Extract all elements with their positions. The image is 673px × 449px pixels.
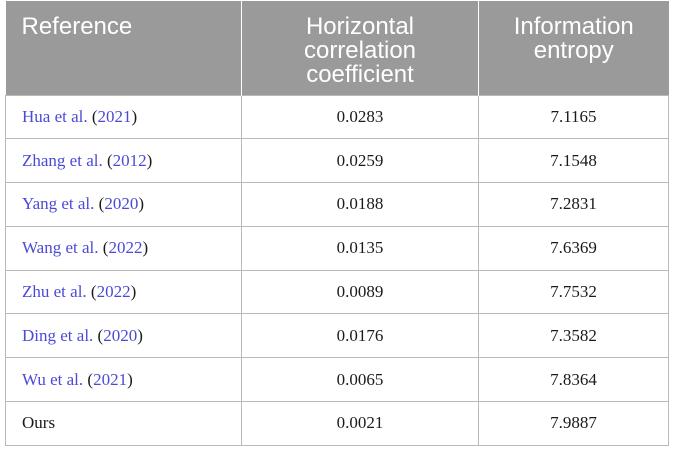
correlation-cell: 0.0283 [241, 94, 479, 140]
table-row: Wu et al. (2021) 0.0065 7.8364 [5, 357, 669, 403]
reference-author-link[interactable]: Zhang et al. [22, 150, 103, 170]
reference-year-link[interactable]: 2020 [103, 325, 138, 345]
table-row: Zhu et al. (2022) 0.0089 7.7532 [5, 269, 669, 315]
reference-author-link[interactable]: Ding et al. [22, 325, 94, 345]
correlation-cell: 0.0188 [241, 182, 479, 227]
reference-author-link[interactable]: Yang et al. [22, 194, 95, 214]
reference-year-link[interactable]: 2022 [108, 238, 143, 258]
correlation-cell: 0.0135 [241, 225, 479, 271]
table-row: Hua et al. (2021) 0.0283 7.1165 [5, 94, 669, 140]
reference-cell: Hua et al. (2021) [5, 94, 242, 140]
entropy-cell: 7.8364 [478, 357, 669, 403]
reference-cell-ours: Ours [5, 401, 242, 446]
reference-year-link[interactable]: 2022 [96, 282, 131, 302]
reference-author-link[interactable]: Wu et al. [22, 369, 84, 389]
header-information-entropy: Information entropy [478, 1, 669, 95]
entropy-cell: 7.7532 [478, 269, 669, 315]
entropy-cell: 7.2831 [478, 182, 669, 227]
entropy-cell: 7.3582 [478, 313, 669, 359]
correlation-cell: 0.0259 [241, 138, 479, 184]
correlation-cell: 0.0065 [241, 357, 479, 403]
table-row: Yang et al. (2020) 0.0188 7.2831 [5, 182, 669, 227]
reference-year-link[interactable]: 2012 [112, 150, 147, 170]
header-row: Reference Horizontal correlation coeffic… [5, 1, 669, 95]
reference-cell: Zhu et al. (2022) [5, 269, 242, 315]
correlation-cell: 0.0176 [241, 313, 479, 359]
reference-cell: Wu et al. (2021) [5, 357, 242, 403]
table-row: Wang et al. (2022) 0.0135 7.6369 [5, 225, 669, 271]
header-reference: Reference [5, 1, 242, 95]
reference-year-link[interactable]: 2021 [93, 369, 128, 389]
table-row: Ding et al. (2020) 0.0176 7.3582 [5, 313, 669, 359]
entropy-cell: 7.1165 [478, 94, 669, 140]
reference-cell: Yang et al. (2020) [5, 182, 242, 227]
correlation-cell: 0.0021 [241, 401, 479, 446]
correlation-cell: 0.0089 [241, 269, 479, 315]
reference-author-link[interactable]: Zhu et al. [22, 282, 87, 302]
reference-year-link[interactable]: 2021 [97, 106, 132, 126]
comparison-table-container: Reference Horizontal correlation coeffic… [5, 1, 669, 446]
comparison-table: Reference Horizontal correlation coeffic… [5, 1, 669, 446]
reference-cell: Zhang et al. (2012) [5, 138, 242, 184]
reference-year-link[interactable]: 2020 [104, 194, 139, 214]
reference-author-link[interactable]: Wang et al. [22, 238, 99, 258]
table-row: Zhang et al. (2012) 0.0259 7.1548 [5, 138, 669, 184]
entropy-cell: 7.9887 [478, 401, 669, 446]
reference-cell: Ding et al. (2020) [5, 313, 242, 359]
reference-cell: Wang et al. (2022) [5, 225, 242, 271]
reference-author-link[interactable]: Hua et al. [22, 106, 88, 126]
table-body: Hua et al. (2021) 0.0283 7.1165 Zhang et… [5, 94, 669, 446]
table-row-ours: Ours 0.0021 7.9887 [5, 401, 669, 446]
entropy-cell: 7.6369 [478, 225, 669, 271]
entropy-cell: 7.1548 [478, 138, 669, 184]
table-header: Reference Horizontal correlation coeffic… [5, 1, 669, 95]
header-horizontal-correlation: Horizontal correlation coefficient [241, 1, 479, 95]
